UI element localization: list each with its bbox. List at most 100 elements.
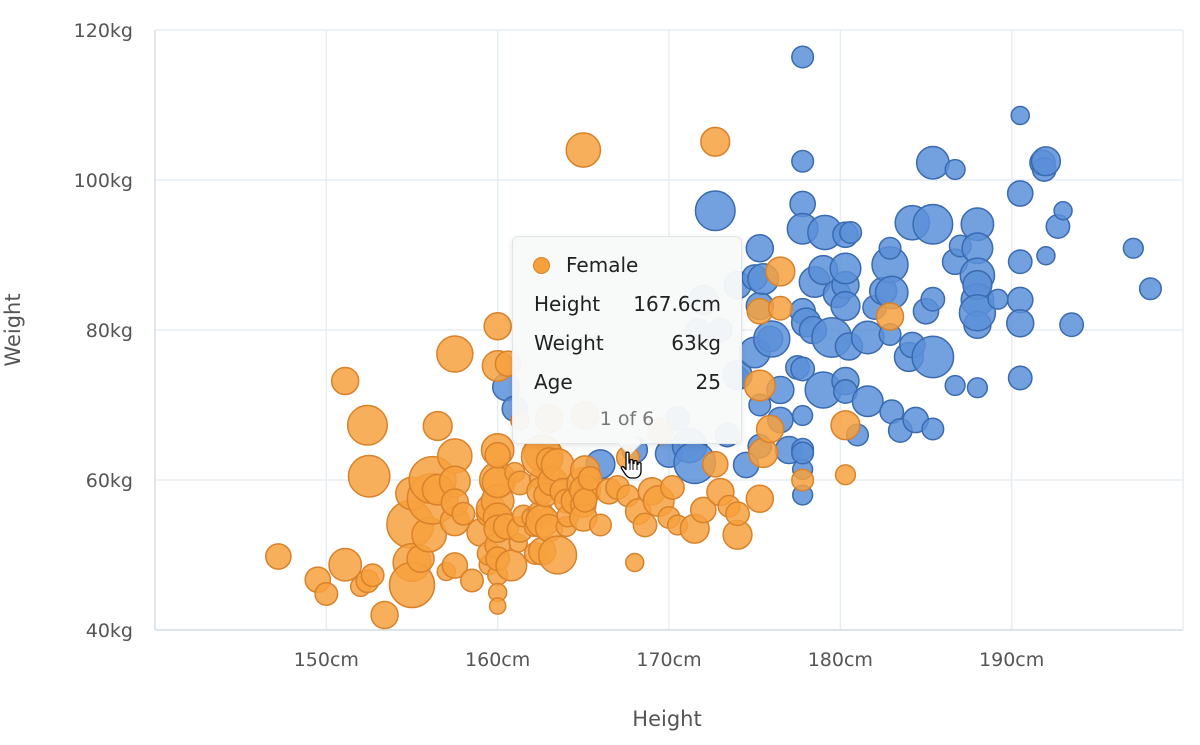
data-point[interactable] <box>834 464 857 486</box>
data-point[interactable] <box>346 404 389 446</box>
data-point[interactable] <box>743 369 776 402</box>
tooltip-row-age: Age 25 <box>534 370 721 394</box>
data-point[interactable] <box>577 466 603 491</box>
data-point[interactable] <box>360 563 385 588</box>
y-tick-label: 80kg <box>86 320 133 342</box>
data-point[interactable] <box>565 132 602 168</box>
data-point[interactable] <box>915 145 950 180</box>
data-point[interactable] <box>748 437 779 469</box>
data-point[interactable] <box>451 501 476 526</box>
data-point[interactable] <box>314 582 339 606</box>
data-point[interactable] <box>791 149 815 173</box>
data-point[interactable] <box>1006 180 1034 207</box>
data-point[interactable] <box>830 410 861 441</box>
tooltip-value: 25 <box>695 370 721 394</box>
data-point[interactable] <box>441 552 469 579</box>
tooltip-label: Weight <box>534 331 604 355</box>
data-point[interactable] <box>347 454 391 498</box>
tooltip-series-name: Female <box>566 253 639 277</box>
data-point[interactable] <box>1006 286 1034 314</box>
data-point[interactable] <box>700 126 731 157</box>
data-point[interactable] <box>694 190 736 232</box>
data-point[interactable] <box>755 414 785 444</box>
tooltip-value: 63kg <box>671 331 721 355</box>
y-tick-label: 40kg <box>86 620 133 642</box>
data-point[interactable] <box>911 335 955 379</box>
data-point[interactable] <box>495 549 528 582</box>
data-point[interactable] <box>459 568 484 593</box>
data-point[interactable] <box>791 404 814 427</box>
data-point[interactable] <box>944 158 966 181</box>
data-point[interactable] <box>330 366 360 396</box>
data-point[interactable] <box>422 410 453 442</box>
data-point[interactable] <box>1010 105 1030 126</box>
data-point[interactable] <box>790 356 816 382</box>
data-point[interactable] <box>537 535 578 575</box>
y-tick-label: 100kg <box>74 170 133 192</box>
data-point[interactable] <box>921 417 945 441</box>
data-point[interactable] <box>328 547 363 582</box>
data-point[interactable] <box>1030 146 1062 177</box>
data-point[interactable] <box>791 468 815 492</box>
data-point[interactable] <box>878 236 902 260</box>
data-point[interactable] <box>1007 249 1033 275</box>
x-tick-label: 170cm <box>636 649 701 671</box>
tooltip-value: 167.6cm <box>633 292 721 316</box>
data-point[interactable] <box>912 203 954 245</box>
data-point[interactable] <box>958 294 997 332</box>
tooltip-row-weight: Weight 63kg <box>534 331 721 355</box>
data-point[interactable] <box>753 320 791 358</box>
data-point[interactable] <box>725 501 750 527</box>
data-point[interactable] <box>701 450 729 478</box>
data-point[interactable] <box>588 513 613 537</box>
data-point[interactable] <box>966 377 989 399</box>
data-point[interactable] <box>830 290 861 322</box>
data-point[interactable] <box>370 600 399 630</box>
data-point[interactable] <box>920 286 946 312</box>
data-point[interactable] <box>659 475 685 500</box>
x-tick-label: 190cm <box>979 649 1044 671</box>
series-female <box>265 126 905 630</box>
data-point[interactable] <box>791 441 815 465</box>
tooltip-label: Age <box>534 370 573 394</box>
data-point[interactable] <box>632 512 658 538</box>
data-point[interactable] <box>624 552 645 573</box>
data-point[interactable] <box>488 597 507 615</box>
x-axis-title: Height <box>632 707 701 731</box>
data-point[interactable] <box>851 385 884 418</box>
data-point[interactable] <box>875 302 905 331</box>
data-point[interactable] <box>745 234 775 263</box>
data-point[interactable] <box>1059 312 1085 338</box>
axis-ticks: 150cm 160cm 170cm 180cm 190cm 40kg 60kg 80kg 100… <box>74 20 1045 671</box>
data-point[interactable] <box>1053 201 1073 221</box>
data-point[interactable] <box>829 252 862 285</box>
y-axis-title: Weight <box>1 293 25 366</box>
data-point[interactable] <box>839 220 863 245</box>
x-tick-label: 180cm <box>808 649 873 671</box>
data-point[interactable] <box>436 335 474 373</box>
data-point[interactable] <box>265 543 292 570</box>
tooltip-row-height: Height 167.6cm <box>534 292 721 316</box>
data-point[interactable] <box>987 288 1009 310</box>
data-point[interactable] <box>483 312 512 341</box>
data-point[interactable] <box>745 484 775 513</box>
data-point[interactable] <box>572 487 598 513</box>
data-point[interactable] <box>1005 309 1035 338</box>
data-point[interactable] <box>689 496 717 524</box>
data-tooltip: Female Height 167.6cm Weight 63kg Age 25… <box>512 236 742 456</box>
data-point[interactable] <box>791 45 815 69</box>
y-tick-label: 120kg <box>74 20 133 42</box>
data-point[interactable] <box>944 374 966 397</box>
data-point[interactable] <box>1007 365 1033 391</box>
data-point[interactable] <box>1138 277 1162 301</box>
tooltip-header: Female <box>533 253 638 277</box>
data-point[interactable] <box>767 295 793 321</box>
y-tick-label: 60kg <box>86 470 133 492</box>
data-point[interactable] <box>765 256 796 287</box>
x-tick-label: 160cm <box>465 649 530 671</box>
series-marker-icon <box>533 256 550 274</box>
data-point[interactable] <box>1122 237 1144 259</box>
tooltip-label: Height <box>534 292 601 316</box>
data-point[interactable] <box>1036 246 1056 266</box>
data-point[interactable] <box>484 441 512 469</box>
